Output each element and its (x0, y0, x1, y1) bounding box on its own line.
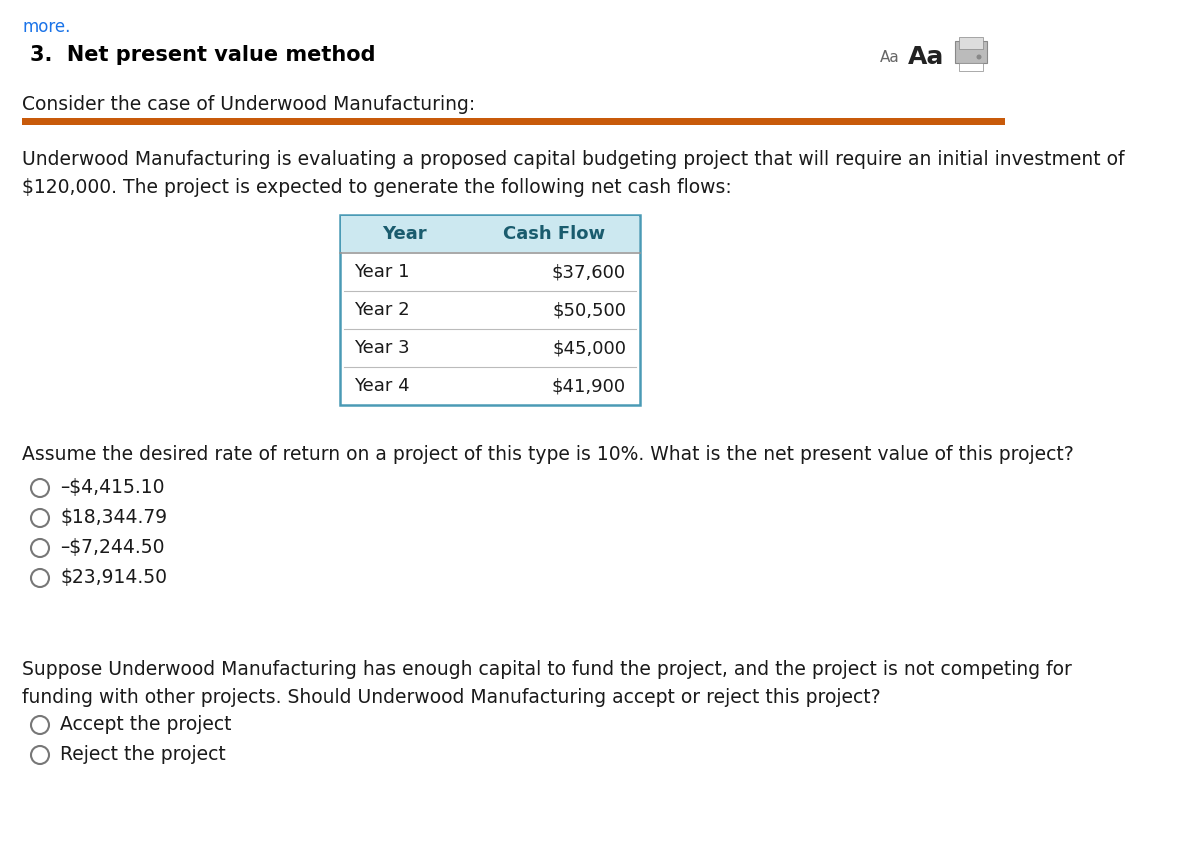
Text: more.: more. (22, 18, 71, 36)
Bar (959, 63, 983, 71)
Text: Accept the project: Accept the project (60, 716, 232, 734)
Bar (22, 118, 1006, 125)
Text: –$4,415.10: –$4,415.10 (60, 478, 164, 498)
Bar (340, 215, 640, 405)
Text: Underwood Manufacturing is evaluating a proposed capital budgeting project that : Underwood Manufacturing is evaluating a … (22, 150, 1124, 169)
Circle shape (977, 54, 982, 59)
Text: Year 3: Year 3 (354, 339, 409, 357)
Bar (341, 216, 640, 252)
Bar (955, 41, 986, 63)
Text: Year 1: Year 1 (354, 263, 409, 281)
Text: $45,000: $45,000 (552, 339, 626, 357)
Text: Year 4: Year 4 (354, 377, 409, 395)
Bar (959, 37, 983, 49)
Text: Cash Flow: Cash Flow (504, 225, 606, 243)
Text: $50,500: $50,500 (552, 301, 626, 319)
Text: $18,344.79: $18,344.79 (60, 509, 167, 527)
Text: Year 2: Year 2 (354, 301, 409, 319)
Text: 3.  Net present value method: 3. Net present value method (30, 45, 376, 65)
Text: Year: Year (382, 225, 427, 243)
Text: –$7,244.50: –$7,244.50 (60, 538, 164, 557)
Text: $37,600: $37,600 (552, 263, 626, 281)
Text: Reject the project: Reject the project (60, 745, 226, 765)
Text: Aa: Aa (908, 45, 944, 69)
Text: funding with other projects. Should Underwood Manufacturing accept or reject thi: funding with other projects. Should Unde… (22, 688, 881, 707)
Text: $23,914.50: $23,914.50 (60, 568, 167, 588)
Text: Suppose Underwood Manufacturing has enough capital to fund the project, and the : Suppose Underwood Manufacturing has enou… (22, 660, 1072, 679)
Text: $120,000. The project is expected to generate the following net cash flows:: $120,000. The project is expected to gen… (22, 178, 732, 197)
Text: Consider the case of Underwood Manufacturing:: Consider the case of Underwood Manufactu… (22, 95, 475, 114)
Text: $41,900: $41,900 (552, 377, 626, 395)
Text: Aa: Aa (880, 50, 900, 65)
Text: Assume the desired rate of return on a project of this type is 10%. What is the : Assume the desired rate of return on a p… (22, 445, 1074, 464)
